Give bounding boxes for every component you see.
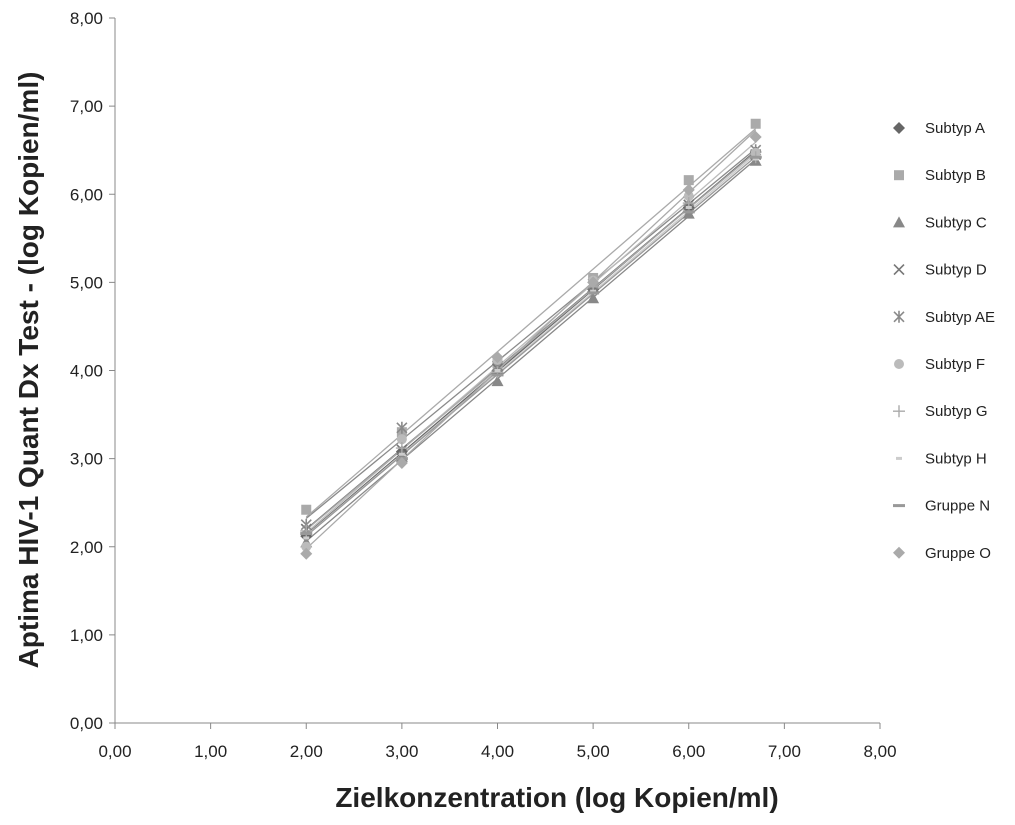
legend: Subtyp A Subtyp B Subtyp C Subtyp D Subtyp A… — [893, 120, 995, 562]
x-axis-title: Zielkonzentration (log Kopien/ml) — [335, 782, 778, 813]
data-point-subtyp-f — [396, 434, 407, 445]
y-tick-label: 2,00 — [70, 538, 103, 557]
x-tick-label: 1,00 — [194, 742, 227, 761]
x-tick-label: 0,00 — [98, 742, 131, 761]
data-point-gruppe-o — [587, 276, 600, 289]
legend-marker-gruppe-n — [893, 504, 905, 508]
data-point-subtyp-f — [301, 541, 312, 552]
trendline-subtyp-c — [305, 158, 757, 542]
x-tick-label: 6,00 — [672, 742, 705, 761]
legend-marker-subtyp-ae — [893, 310, 905, 323]
data-point-gruppe-o — [749, 130, 762, 143]
legend-item-subtyp-d: Subtyp D — [893, 262, 987, 279]
data-points — [300, 118, 762, 560]
trendline-subtyp-b — [305, 128, 757, 518]
y-tick-label: 0,00 — [70, 714, 103, 733]
data-point-subtyp-b — [750, 118, 761, 129]
data-point-gruppe-n — [491, 373, 504, 377]
y-tick-label: 6,00 — [70, 185, 103, 204]
x-tick-label: 7,00 — [768, 742, 801, 761]
legend-label: Gruppe N — [925, 498, 990, 515]
y-tick-label: 8,00 — [70, 9, 103, 28]
legend-marker-gruppe-o — [893, 546, 905, 559]
data-point-subtyp-h — [590, 289, 597, 293]
data-point-subtyp-h — [494, 369, 501, 372]
legend-item-gruppe-o: Gruppe O — [893, 545, 991, 562]
legend-marker-subtyp-c — [893, 216, 905, 228]
trendline-gruppe-o — [305, 129, 757, 550]
legend-item-subtyp-ae: Subtyp AE — [893, 309, 995, 326]
legend-item-subtyp-a: Subtyp A — [893, 120, 985, 137]
legend-marker-subtyp-f — [894, 359, 904, 369]
data-point-gruppe-n — [300, 532, 313, 536]
legend-label: Subtyp H — [925, 450, 987, 467]
data-point-subtyp-ae — [396, 421, 408, 434]
legend-marker-subtyp-b — [894, 170, 904, 181]
legend-marker-subtyp-h — [896, 456, 902, 460]
y-tick-label: 1,00 — [70, 626, 103, 645]
data-point-subtyp-c — [491, 375, 504, 387]
legend-label: Subtyp AE — [925, 309, 995, 326]
data-point-subtyp-b — [301, 504, 312, 515]
data-point-subtyp-h — [398, 452, 405, 456]
data-point-gruppe-o — [491, 351, 504, 364]
legend-label: Subtyp C — [925, 214, 987, 231]
legend-item-gruppe-n: Gruppe N — [893, 498, 990, 515]
data-point-subtyp-g — [395, 442, 408, 455]
legend-label: Subtyp G — [925, 403, 988, 420]
trendline-subtyp-g — [305, 151, 757, 531]
legend-label: Subtyp A — [925, 120, 985, 137]
data-point-subtyp-h — [303, 536, 310, 540]
legend-item-subtyp-h: Subtyp H — [896, 450, 987, 467]
data-point-subtyp-f — [683, 191, 694, 202]
y-tick-label: 5,00 — [70, 273, 103, 292]
trendlines — [305, 128, 757, 550]
legend-marker-subtyp-a — [893, 122, 905, 134]
legend-item-subtyp-f: Subtyp F — [894, 356, 985, 373]
y-tick-label: 3,00 — [70, 450, 103, 469]
data-point-gruppe-o — [682, 183, 695, 196]
x-tick-label: 5,00 — [577, 742, 610, 761]
y-axis-title: Aptima HIV-1 Quant Dx Test - (log Kopien… — [13, 72, 44, 669]
x-tick-label: 3,00 — [385, 742, 418, 761]
data-point-subtyp-c — [587, 292, 600, 304]
x-tick-label: 2,00 — [290, 742, 323, 761]
x-ticks: 0,00 1,00 2,00 3,00 4,00 5,00 6,00 7,00 8,00 — [98, 723, 897, 761]
data-point-gruppe-n — [749, 155, 762, 159]
legend-item-subtyp-g: Subtyp G — [893, 403, 988, 420]
x-tick-label: 4,00 — [481, 742, 514, 761]
legend-label: Subtyp B — [925, 167, 986, 184]
trendline-subtyp-ae — [305, 148, 757, 519]
legend-label: Subtyp F — [925, 356, 985, 373]
legend-label: Gruppe O — [925, 545, 991, 562]
legend-item-subtyp-c: Subtyp C — [893, 214, 987, 231]
data-point-subtyp-h — [685, 205, 692, 209]
trendline-gruppe-n — [305, 156, 757, 537]
data-point-gruppe-o — [300, 547, 313, 560]
legend-marker-subtyp-d — [893, 264, 905, 276]
legend-marker-subtyp-g — [893, 405, 905, 418]
data-point-subtyp-b — [683, 175, 694, 186]
data-point-subtyp-h — [752, 157, 759, 161]
y-tick-label: 4,00 — [70, 362, 103, 381]
x-tick-label: 8,00 — [863, 742, 896, 761]
legend-item-subtyp-b: Subtyp B — [894, 167, 986, 184]
data-point-gruppe-n — [682, 210, 695, 214]
data-point-gruppe-n — [587, 291, 600, 295]
y-tick-label: 7,00 — [70, 97, 103, 116]
legend-label: Subtyp D — [925, 262, 987, 279]
data-point-gruppe-o — [395, 457, 408, 470]
y-ticks: 0,00 1,00 2,00 3,00 4,00 5,00 6,00 7,00 8,00 — [70, 9, 115, 733]
